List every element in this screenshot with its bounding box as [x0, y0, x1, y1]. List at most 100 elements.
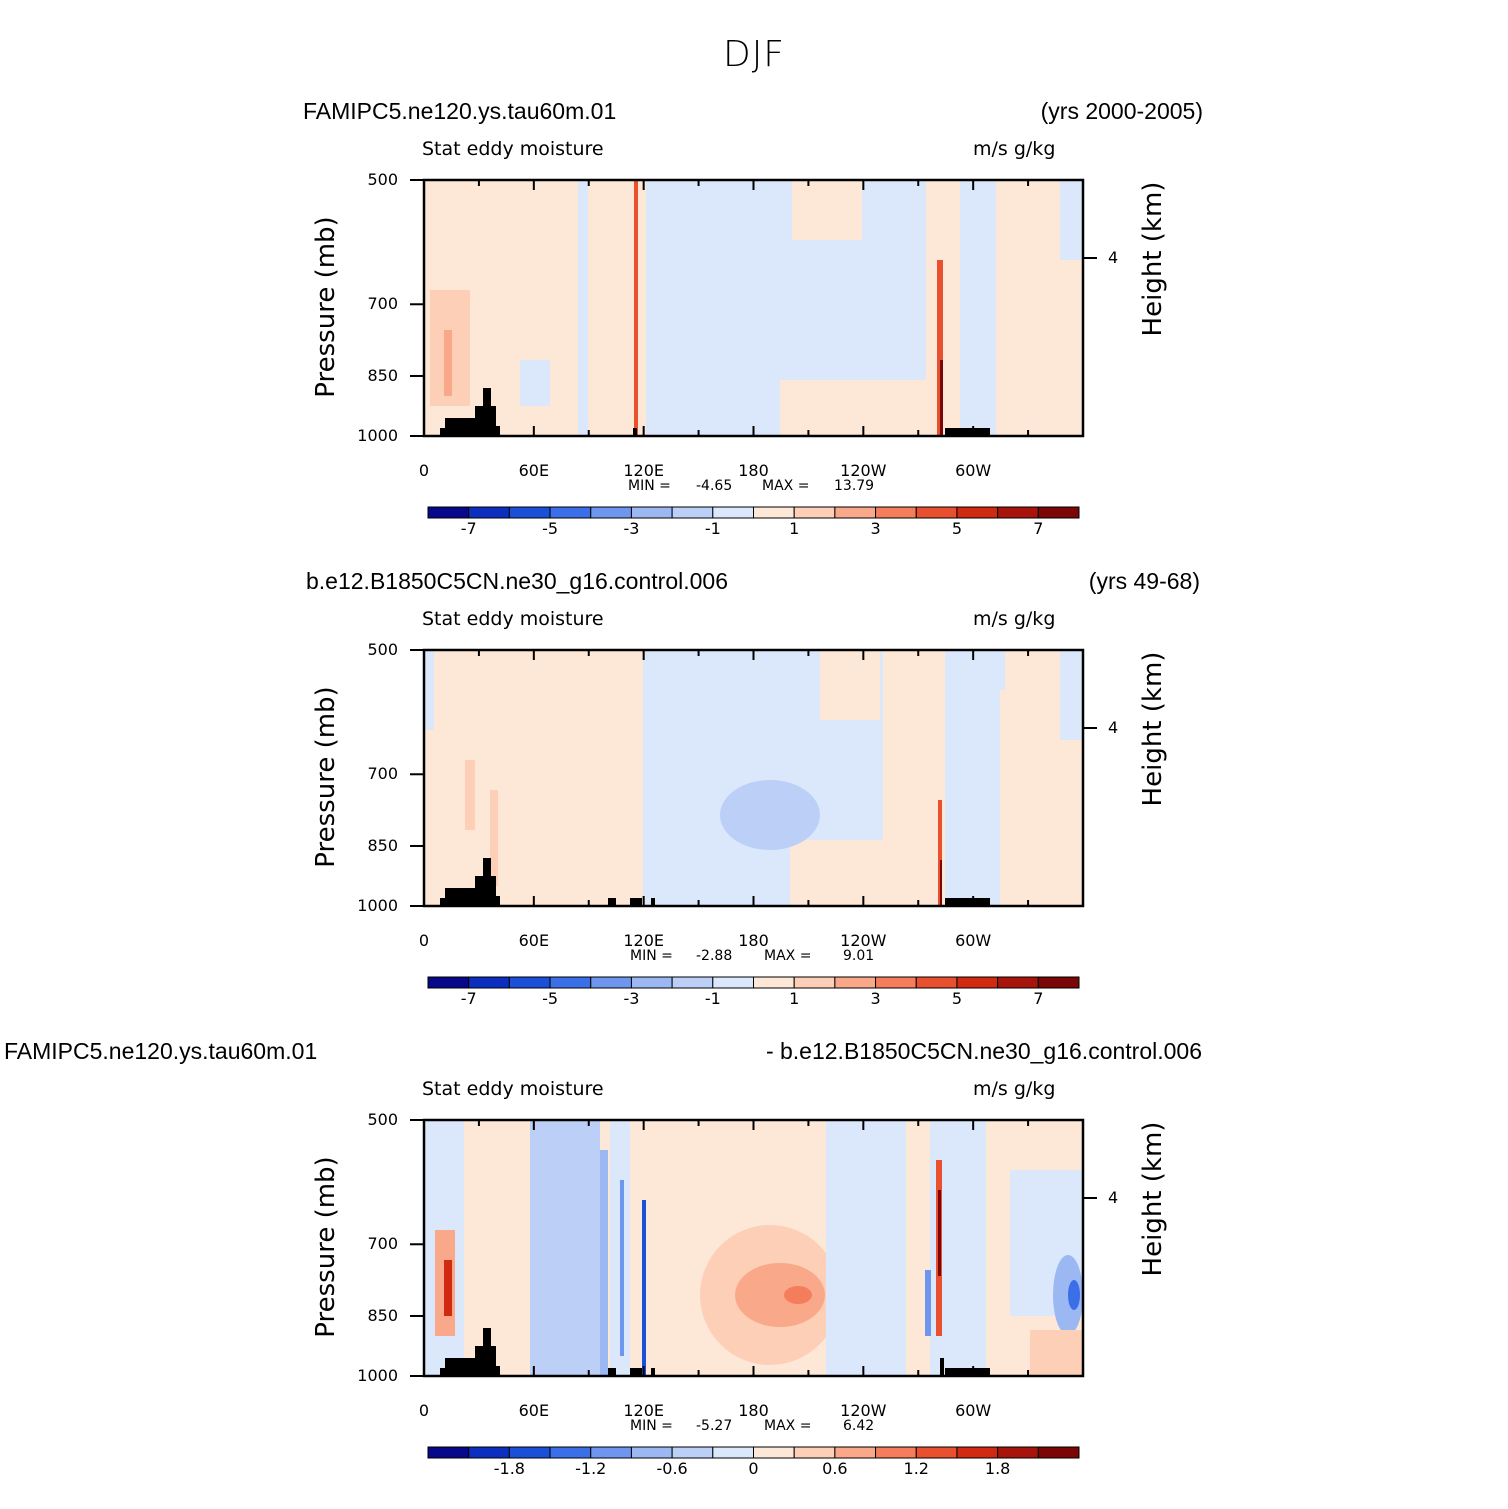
colorbar-swatch	[793, 506, 836, 519]
contour-band	[465, 760, 475, 830]
panel-2-xtick-label: 0	[418, 931, 430, 950]
colorbar-swatch	[875, 506, 917, 519]
topography-mask	[440, 1368, 500, 1376]
panel-1-ytick-label: 500	[367, 170, 398, 189]
colorbar-swatch	[1037, 506, 1080, 519]
colorbar-swatch	[875, 1446, 917, 1459]
colorbar-swatch	[915, 976, 958, 989]
panel-2-min-label: MIN =	[630, 948, 673, 964]
panel-1-ytick-label: 1000	[357, 426, 398, 445]
colorbar-swatch	[427, 1446, 470, 1459]
panel-1-min-label: MIN =	[628, 478, 671, 494]
contour-blob	[735, 1263, 825, 1327]
colorbar-swatch	[997, 976, 1039, 989]
contour-band	[938, 800, 942, 906]
colorbar-swatch	[549, 976, 592, 989]
panel-3-xtick-label: 120E	[623, 1401, 664, 1420]
figure-title: DJF	[722, 34, 786, 75]
topography-mask	[440, 898, 500, 906]
panel-1-colorbar-label: -5	[542, 519, 559, 538]
panel-2-case-right: (yrs 49-68)	[1088, 568, 1200, 594]
panel-3-colorbar-label: 1.8	[984, 1459, 1011, 1478]
panel-3-colorbar-label: -1.8	[493, 1459, 525, 1478]
colorbar-swatch	[915, 506, 958, 519]
contour-band	[1030, 1330, 1083, 1376]
colorbar-swatch	[753, 1446, 795, 1459]
panel-1-colorbar-label: 5	[951, 519, 963, 538]
colorbar-swatch	[468, 976, 510, 989]
colorbar-swatch	[753, 976, 795, 989]
colorbar-swatch	[834, 506, 877, 519]
contour-band	[634, 180, 638, 436]
contour-band	[940, 360, 943, 436]
panel-3-colorbar-label: 0	[748, 1459, 759, 1478]
panel-2-colorbar-label: -1	[704, 989, 721, 1008]
topography-mask	[475, 1346, 483, 1376]
panel-1-colorbar-label: 3	[870, 519, 881, 538]
panel-1-colorbar-label: 7	[1033, 519, 1044, 538]
colorbar-swatch	[630, 506, 673, 519]
colorbar-swatch	[630, 976, 673, 989]
panel-3-xtick-label: 180	[738, 1401, 769, 1420]
topography-mask	[651, 1368, 655, 1376]
colorbar-swatch	[590, 1446, 632, 1459]
contour-band	[780, 380, 940, 436]
colorbar-swatch	[468, 506, 510, 519]
contour-band	[826, 1120, 906, 1376]
colorbar-swatch	[427, 976, 470, 989]
colorbar-swatch	[630, 1446, 673, 1459]
colorbar-swatch	[427, 506, 470, 519]
contour-band	[1000, 690, 1030, 906]
panel-2-min-value: -2.88	[696, 948, 733, 964]
topography-mask	[633, 428, 637, 436]
panel-3-right-tick-label: 4	[1108, 1188, 1119, 1207]
panel-1-plot	[424, 180, 1083, 436]
colorbar-swatch	[915, 1446, 958, 1459]
contour-band	[620, 1180, 624, 1356]
colorbar-swatch	[590, 976, 632, 989]
panel-3-colorbar-label: 1.2	[903, 1459, 929, 1478]
panel-1-xtick-label: 180	[738, 461, 769, 480]
panel-2-colorbar-label: 5	[951, 989, 963, 1008]
panel-2-colorbar	[427, 976, 1080, 989]
panel-3-colorbar-label: -0.6	[656, 1459, 688, 1478]
contour-band	[444, 330, 452, 396]
contour-band	[960, 180, 996, 436]
panel-1-ytick-label: 700	[367, 294, 398, 314]
topography-mask	[483, 388, 491, 436]
topography-mask	[940, 1358, 944, 1376]
colorbar-swatch	[793, 976, 836, 989]
colorbar-swatch	[671, 506, 714, 519]
panel-2-max-label: MAX =	[764, 948, 812, 964]
panel-3-min-label: MIN =	[630, 1418, 673, 1434]
panel-1-units: m/s g/kg	[973, 138, 1056, 160]
colorbar-swatch	[753, 506, 795, 519]
panel-3-max-label: MAX =	[764, 1418, 812, 1434]
topography-mask	[440, 428, 500, 436]
panel-2-units: m/s g/kg	[973, 608, 1056, 630]
topography-mask	[630, 898, 642, 906]
panel-2-colorbar-label: 7	[1033, 989, 1044, 1008]
contour-band	[1060, 650, 1083, 740]
panel-1-case-right: (yrs 2000-2005)	[1040, 98, 1203, 124]
panel-1-max-label: MAX =	[762, 478, 810, 494]
panel-3-min-value: -5.27	[696, 1418, 733, 1434]
colorbar-swatch	[997, 506, 1039, 519]
contour-band	[792, 180, 862, 240]
contour-band	[790, 840, 910, 906]
panel-2-ytick-label: 500	[367, 640, 398, 659]
colorbar-swatch	[508, 506, 551, 519]
panel-2-case-left: b.e12.B1850C5CN.ne30_g16.control.006	[306, 568, 728, 594]
contour-band	[1060, 180, 1083, 260]
contour-band	[642, 1200, 646, 1376]
colorbar-swatch	[834, 976, 877, 989]
panel-1-xtick-label: 120W	[840, 461, 887, 480]
topography-mask	[945, 1368, 990, 1376]
contour-band	[600, 1150, 608, 1376]
panel-3-plot	[424, 1120, 1083, 1376]
topography-mask	[491, 1346, 496, 1376]
panel-1-case-left: FAMIPC5.ne120.ys.tau60m.01	[303, 98, 617, 124]
topography-mask	[483, 1328, 491, 1376]
panel-2-colorbar-label: 3	[870, 989, 881, 1008]
colorbar-swatch	[712, 1446, 754, 1459]
